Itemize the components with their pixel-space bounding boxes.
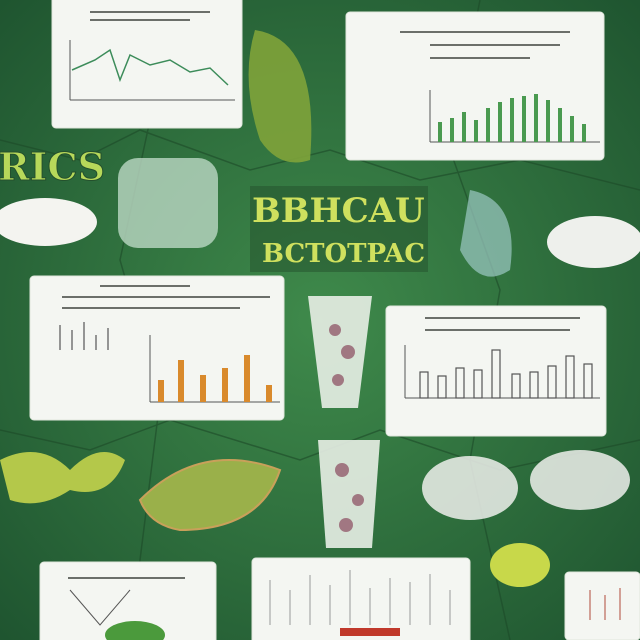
shell-illustration xyxy=(547,216,640,268)
tube-illustration xyxy=(308,296,372,408)
title-backdrop xyxy=(250,186,428,272)
cell-illustration xyxy=(118,158,218,248)
panel-bottom-right xyxy=(490,543,640,640)
panel-bottom-middle xyxy=(251,557,471,640)
leaf-illustration xyxy=(248,30,312,163)
title-line-2: BCTOTPAC xyxy=(262,239,425,269)
title-line-1: BBHCAU xyxy=(252,191,425,231)
fruit-illustration xyxy=(138,459,282,532)
tube-contents xyxy=(329,324,364,532)
headline-left: RICS xyxy=(0,144,105,189)
panel-bar-chart xyxy=(345,11,605,161)
moth-illustration xyxy=(0,452,125,504)
panel-bottom-left xyxy=(39,561,217,640)
specimen-illustration xyxy=(460,190,512,277)
insect-illustration xyxy=(530,450,630,510)
tube-illustration xyxy=(318,440,380,548)
panel-line-chart xyxy=(51,0,243,129)
panel-column-chart xyxy=(385,305,607,437)
insect-illustration xyxy=(422,456,518,520)
panel-double-chart xyxy=(29,275,285,421)
seed-illustration xyxy=(0,198,97,246)
